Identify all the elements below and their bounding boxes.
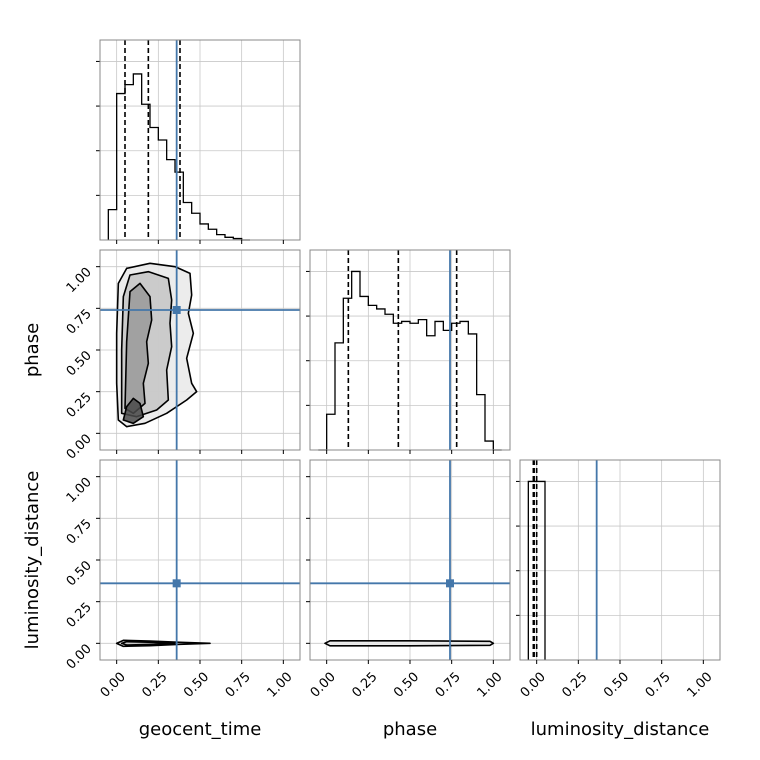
contour-phase-vs-geocent-time-contour-3 — [122, 397, 145, 425]
hist-geocent-time-step — [107, 73, 250, 241]
contour-distance-vs-geocent-time-contour-1 — [120, 640, 176, 646]
xtick-label-phase-2: 0.50 — [391, 670, 422, 701]
hist-phase-step — [318, 270, 502, 451]
xtick-label-phase-3: 0.75 — [433, 670, 464, 701]
xtick-label-geocent_time-4: 1.00 — [264, 670, 295, 701]
xaxis-label-geocent-time: geocent_time — [139, 719, 262, 740]
ytick-label-luminosity_distance-4: 1.00 — [64, 475, 95, 506]
xtick-label-luminosity_distance-2: 0.50 — [601, 670, 632, 701]
ytick-label-luminosity_distance-2: 0.50 — [64, 558, 95, 589]
xtick-label-geocent_time-3: 0.75 — [223, 670, 254, 701]
contour-phase-vs-geocent-time-truth-marker — [172, 306, 181, 314]
contour-distance-vs-phase-truth-marker — [446, 579, 454, 588]
xtick-label-geocent_time-2: 0.50 — [181, 670, 212, 701]
ytick-label-luminosity_distance-0: 0.00 — [64, 642, 95, 673]
yaxis-label-luminosity-distance: luminosity_distance — [22, 471, 43, 650]
ytick-label-phase-1: 0.25 — [64, 390, 95, 421]
xtick-label-luminosity_distance-4: 1.00 — [684, 670, 715, 701]
xtick-label-geocent_time-0: 0.00 — [98, 670, 129, 701]
hist-luminosity-distance-step — [527, 480, 546, 660]
xtick-label-geocent_time-1: 0.25 — [139, 670, 170, 701]
ytick-label-phase-3: 0.75 — [64, 307, 95, 338]
xaxis-label-phase: phase — [383, 719, 437, 740]
xtick-label-luminosity_distance-0: 0.00 — [518, 670, 549, 701]
xtick-label-luminosity_distance-1: 0.25 — [559, 670, 590, 701]
contour-distance-vs-phase-contour-0 — [324, 640, 495, 647]
ytick-label-luminosity_distance-1: 0.25 — [64, 600, 95, 631]
contour-distance-vs-geocent-time-truth-marker — [172, 579, 181, 588]
ytick-label-phase-0: 0.00 — [64, 432, 95, 463]
ytick-label-phase-2: 0.50 — [64, 348, 95, 379]
xtick-label-luminosity_distance-3: 0.75 — [643, 670, 674, 701]
xtick-label-phase-1: 0.25 — [349, 670, 380, 701]
ytick-label-phase-4: 1.00 — [64, 265, 95, 296]
xaxis-label-luminosity-distance: luminosity_distance — [531, 719, 710, 740]
contour-phase-vs-geocent-time-contour-2 — [124, 282, 153, 415]
xtick-label-phase-4: 1.00 — [474, 670, 505, 701]
ytick-label-luminosity_distance-3: 0.75 — [64, 517, 95, 548]
yaxis-label-phase: phase — [22, 323, 43, 377]
xtick-label-phase-0: 0.00 — [308, 670, 339, 701]
